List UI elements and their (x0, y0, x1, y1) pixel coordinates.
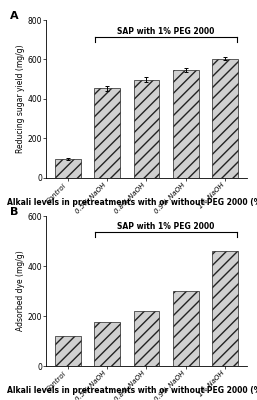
Bar (55, 336, 81, 366)
Bar (55, 159, 81, 178)
Bar (212, 58, 238, 178)
Text: SAP with 1% PEG 2000: SAP with 1% PEG 2000 (117, 222, 215, 231)
Bar (173, 70, 199, 178)
Bar (134, 311, 159, 366)
Bar (173, 291, 199, 366)
Bar (94, 322, 120, 366)
Y-axis label: Adsorbed dye (mg/g): Adsorbed dye (mg/g) (16, 251, 25, 331)
Bar (134, 80, 159, 178)
Text: SAP with 1% PEG 2000: SAP with 1% PEG 2000 (117, 27, 215, 36)
Y-axis label: Reducing sugar yield (mg/g): Reducing sugar yield (mg/g) (16, 45, 25, 153)
Text: Alkali levels in pretreatments with or without PEG 2000 (%, w/v): Alkali levels in pretreatments with or w… (7, 198, 257, 207)
Text: B: B (10, 207, 19, 217)
Text: Alkali levels in pretreatments with or without PEG 2000 (%, w/v): Alkali levels in pretreatments with or w… (7, 386, 257, 395)
Bar (212, 251, 238, 366)
Bar (94, 88, 120, 178)
Text: A: A (10, 10, 19, 20)
